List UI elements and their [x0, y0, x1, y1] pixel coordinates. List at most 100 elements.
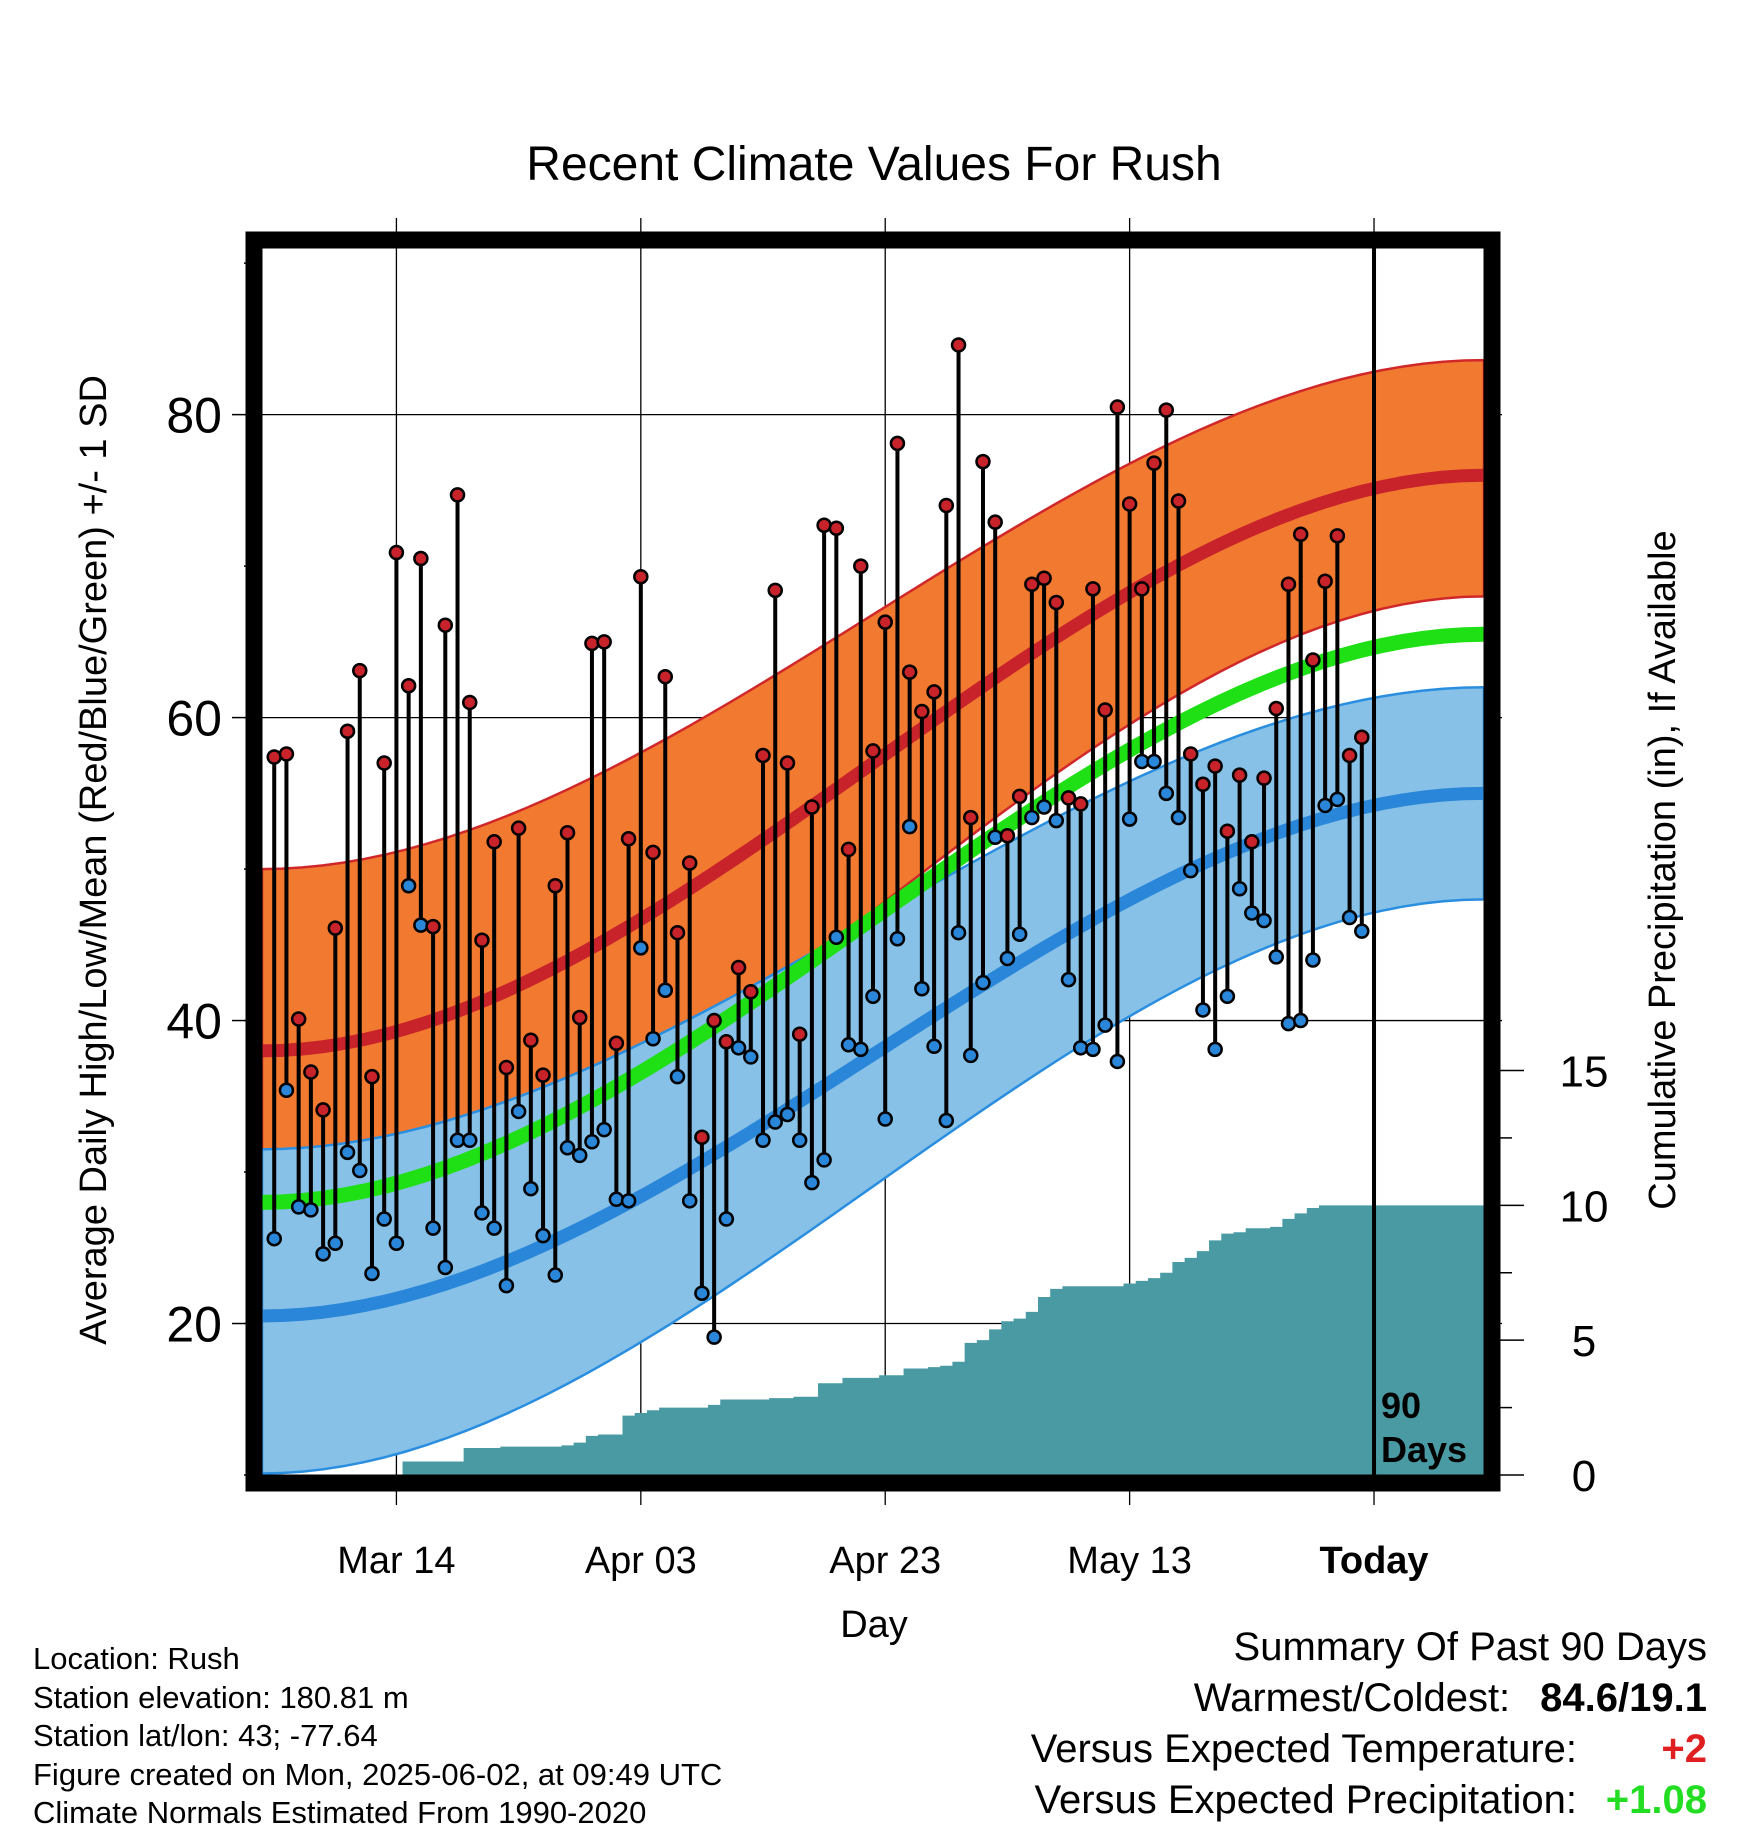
daily-high-point [596, 634, 612, 650]
daily-high-point [474, 932, 490, 949]
precip-vs-expected-label: Versus Expected Precipitation: [1034, 1778, 1577, 1822]
daily-high-point [669, 924, 686, 941]
daily-high-point [730, 959, 747, 976]
daily-high-point [535, 1067, 551, 1083]
daily-low-point [865, 988, 881, 1005]
daily-low-point [901, 818, 918, 835]
daily-low-point [1060, 971, 1077, 988]
daily-low-point [400, 877, 417, 894]
y-right-tick-label: 0 [1572, 1452, 1596, 1501]
y-axis-label-left: Average Daily High/Low/Mean (Red/Blue/Gr… [73, 375, 115, 1345]
summary-panel: Summary Of Past 90 Days Warmest/Coldest:… [1031, 1622, 1707, 1826]
daily-low-point [743, 1049, 759, 1065]
daily-high-point [938, 497, 955, 514]
daily-low-point [413, 917, 429, 933]
daily-low-point [1072, 1040, 1089, 1056]
daily-high-point [1170, 493, 1187, 509]
daily-low-point [1097, 1017, 1113, 1033]
daily-low-point [1341, 909, 1358, 926]
daily-high-point [1256, 770, 1272, 786]
daily-low-point [987, 829, 1003, 846]
daily-high-point [914, 703, 930, 720]
daily-high-point [437, 617, 454, 633]
latlon-text: Station lat/lon: 43; -77.64 [33, 1718, 378, 1753]
daily-high-point [743, 984, 759, 1000]
daily-low-point [547, 1267, 564, 1283]
daily-low-point [877, 1111, 893, 1127]
daily-low-point [718, 1211, 735, 1227]
y-right-tick-label: 5 [1572, 1317, 1596, 1366]
x-tick-label: Today [1319, 1540, 1428, 1582]
daily-high-point [425, 918, 441, 935]
temp-vs-expected-row: Versus Expected Temperature: +2 [1031, 1724, 1707, 1775]
daily-high-point [694, 1129, 710, 1145]
daily-high-point [388, 544, 405, 561]
x-tick-label: Apr 23 [829, 1540, 941, 1582]
elevation-text: Station elevation: 180.81 m [33, 1679, 409, 1715]
daily-low-point [828, 929, 845, 945]
station-info: Location: Rush Station elevation: 180.81… [33, 1640, 722, 1833]
y-tick-label: 80 [166, 388, 222, 444]
daily-high-point [1244, 834, 1260, 850]
daily-low-point [352, 1162, 368, 1179]
daily-low-point [1011, 926, 1028, 942]
daily-high-point [889, 435, 906, 452]
daily-low-point [364, 1265, 380, 1282]
daily-low-point [303, 1202, 319, 1218]
daily-high-point [486, 834, 502, 850]
daily-high-point [1109, 399, 1126, 415]
daily-low-point [938, 1112, 955, 1129]
daily-high-point [767, 582, 783, 599]
y-tick-label: 20 [166, 1297, 222, 1353]
y-right-tick-label: 10 [1560, 1182, 1609, 1231]
daily-high-point [791, 1026, 808, 1042]
daily-high-point [547, 877, 564, 894]
today-marker-label-line2: Days [1381, 1429, 1467, 1470]
daily-low-point [1085, 1041, 1101, 1058]
daily-high-point [1195, 776, 1211, 792]
daily-low-point [1354, 923, 1370, 939]
daily-low-point [620, 1193, 637, 1209]
daily-high-point [449, 487, 466, 503]
daily-high-point [1292, 526, 1309, 543]
daily-high-point [816, 517, 832, 533]
daily-low-point [376, 1211, 392, 1227]
daily-high-point [1305, 652, 1321, 668]
daily-observations [266, 337, 1370, 1345]
daily-low-point [950, 924, 967, 941]
daily-low-point [596, 1121, 612, 1138]
daily-low-point [266, 1230, 282, 1247]
daily-high-point [571, 1009, 588, 1026]
precipitation-area [262, 1205, 1484, 1475]
daily-low-point [339, 1144, 356, 1161]
daily-high-point [1329, 528, 1346, 544]
precipitation-fill [262, 1205, 1484, 1475]
daily-high-point [290, 1011, 307, 1027]
chart-title: Recent Climate Values For Rush [526, 138, 1221, 191]
daily-high-point [987, 514, 1003, 530]
daily-low-point [498, 1277, 515, 1294]
daily-high-point [999, 827, 1016, 844]
location-text: Location: Rush [33, 1641, 240, 1676]
daily-low-point [1219, 988, 1236, 1005]
daily-high-point [584, 635, 600, 652]
daily-low-point [694, 1285, 710, 1301]
daily-high-point [877, 614, 893, 630]
daily-low-point [633, 940, 649, 956]
daily-high-point [1085, 581, 1101, 597]
daily-low-point [315, 1246, 331, 1262]
daily-high-point [1268, 700, 1285, 717]
daily-high-point [840, 841, 857, 858]
daily-high-point [1036, 570, 1052, 586]
y-axis-label-right: Cumulative Precipitation (in), If Availa… [1642, 530, 1684, 1209]
daily-high-point [657, 668, 674, 685]
daily-low-point [1048, 812, 1065, 829]
daily-low-point [963, 1047, 979, 1064]
daily-low-point [559, 1140, 576, 1156]
daily-low-point [523, 1180, 539, 1197]
daily-high-point [1146, 455, 1162, 471]
daily-low-point [1195, 1002, 1211, 1018]
normals-text: Climate Normals Estimated From 1990-2020 [33, 1795, 647, 1830]
temp-vs-expected-label: Versus Expected Temperature: [1030, 1727, 1577, 1771]
daily-low-point [1329, 791, 1346, 808]
